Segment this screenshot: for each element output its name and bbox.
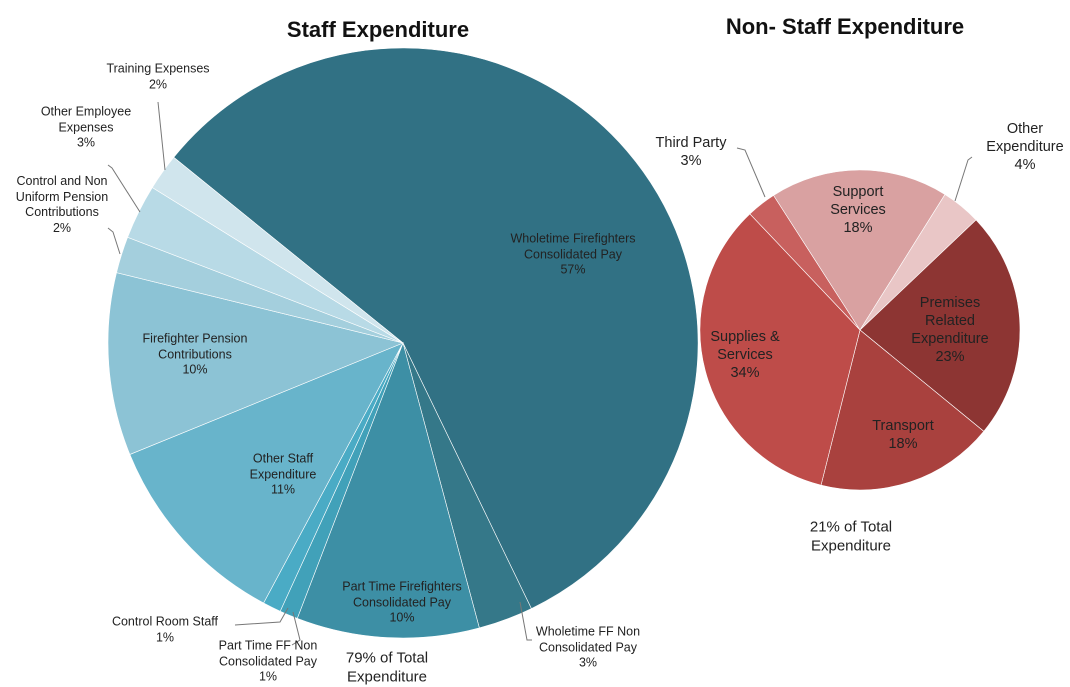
slice-value: 2% [52,220,72,235]
slice-value: 57% [560,262,586,277]
slice-name: Firefighter Pension Contributions [142,331,248,362]
pie-slice [151,156,404,344]
slice-label: Training Expenses 2% [93,61,223,92]
leader-line [291,611,301,646]
leader-line [234,607,289,626]
slice-name: Supplies & Services [710,328,780,363]
slice-name: Other Staff Expenditure [249,451,317,482]
chart-title: Staff Expenditure [286,17,470,42]
slice-label: Wholetime FF Non Consolidated Pay 3% [518,625,658,672]
slice-value: 10% [182,362,208,377]
slice-name: Part Time Firefighters Consolidated Pay [342,579,462,610]
pie-slice [699,213,861,486]
slice-value: 3% [578,655,598,670]
slice-value: 3% [76,135,96,150]
slice-label: Other Expenditure 4% [975,120,1070,174]
pie-slice [296,342,480,639]
slice-label: Other Employee Expenses 3% [31,105,141,152]
leader-line [107,164,141,213]
slice-label: Premises Related Expenditure 23% [900,294,1000,367]
slice-name: Wholetime FF Non Consolidated Pay [535,624,641,655]
slice-label: Third Party 3% [646,134,736,170]
slice-value: 34% [730,365,760,382]
leader-line [107,227,121,255]
slice-value: 1% [258,669,278,684]
slice-value: 3% [680,153,702,169]
slice-value: 4% [1014,157,1036,174]
slice-label: Support Services 18% [813,183,903,237]
slice-label: Part Time FF Non Consolidated Pay 1% [208,639,328,686]
pie-slice [859,219,1021,432]
slice-name: Other Expenditure [986,120,1064,155]
slice-name: Third Party [655,134,727,151]
slice-value: 11% [270,482,296,497]
pie-slice [107,272,404,455]
slice-label: Firefighter Pension Contributions 10% [125,332,265,379]
leader-line [519,601,532,641]
slice-name: Training Expenses [106,61,210,76]
leader-line [736,147,766,198]
pie-slice [820,329,985,491]
pie-slice [129,342,404,604]
slice-value: 18% [843,220,873,237]
leader-line [157,101,166,171]
leader-line [954,156,973,202]
pie-slice [173,47,699,609]
slice-label: Control Room Staff 1% [95,614,235,645]
annotation: 21% of Total Expenditure [809,518,893,554]
annotation: 79% of Total Expenditure [345,649,429,685]
slice-name: Control Room Staff [111,614,219,629]
slice-name: Part Time FF Non Consolidated Pay [218,638,318,669]
slice-name: Control and Non Uniform Pension Contribu… [15,173,109,219]
slice-label: Supplies & Services 34% [705,328,785,382]
slice-value: 18% [888,436,918,452]
slice-name: Support Services [830,183,886,218]
slice-label: Part Time Firefighters Consolidated Pay 1… [327,580,477,627]
slice-value: 1% [155,630,175,644]
slice-name: Transport [872,417,934,434]
chart-title: Non- Staff Expenditure [725,14,965,39]
slice-value: 2% [148,77,168,91]
slice-label: Control and Non Uniform Pension Contribu… [2,174,122,237]
slice-name: Wholetime Firefighters Consolidated Pay [510,231,636,262]
slice-label: Other Staff Expenditure 11% [233,452,333,499]
slice-label: Wholetime Firefighters Consolidated Pay 5… [493,232,653,279]
slice-label: Transport 18% [853,417,953,453]
slice-value: 23% [935,349,965,366]
slice-name: Premises Related Expenditure [911,294,989,347]
slice-name: Other Employee Expenses [40,104,132,135]
pie-slice [773,169,946,331]
slice-value: 10% [389,610,415,625]
